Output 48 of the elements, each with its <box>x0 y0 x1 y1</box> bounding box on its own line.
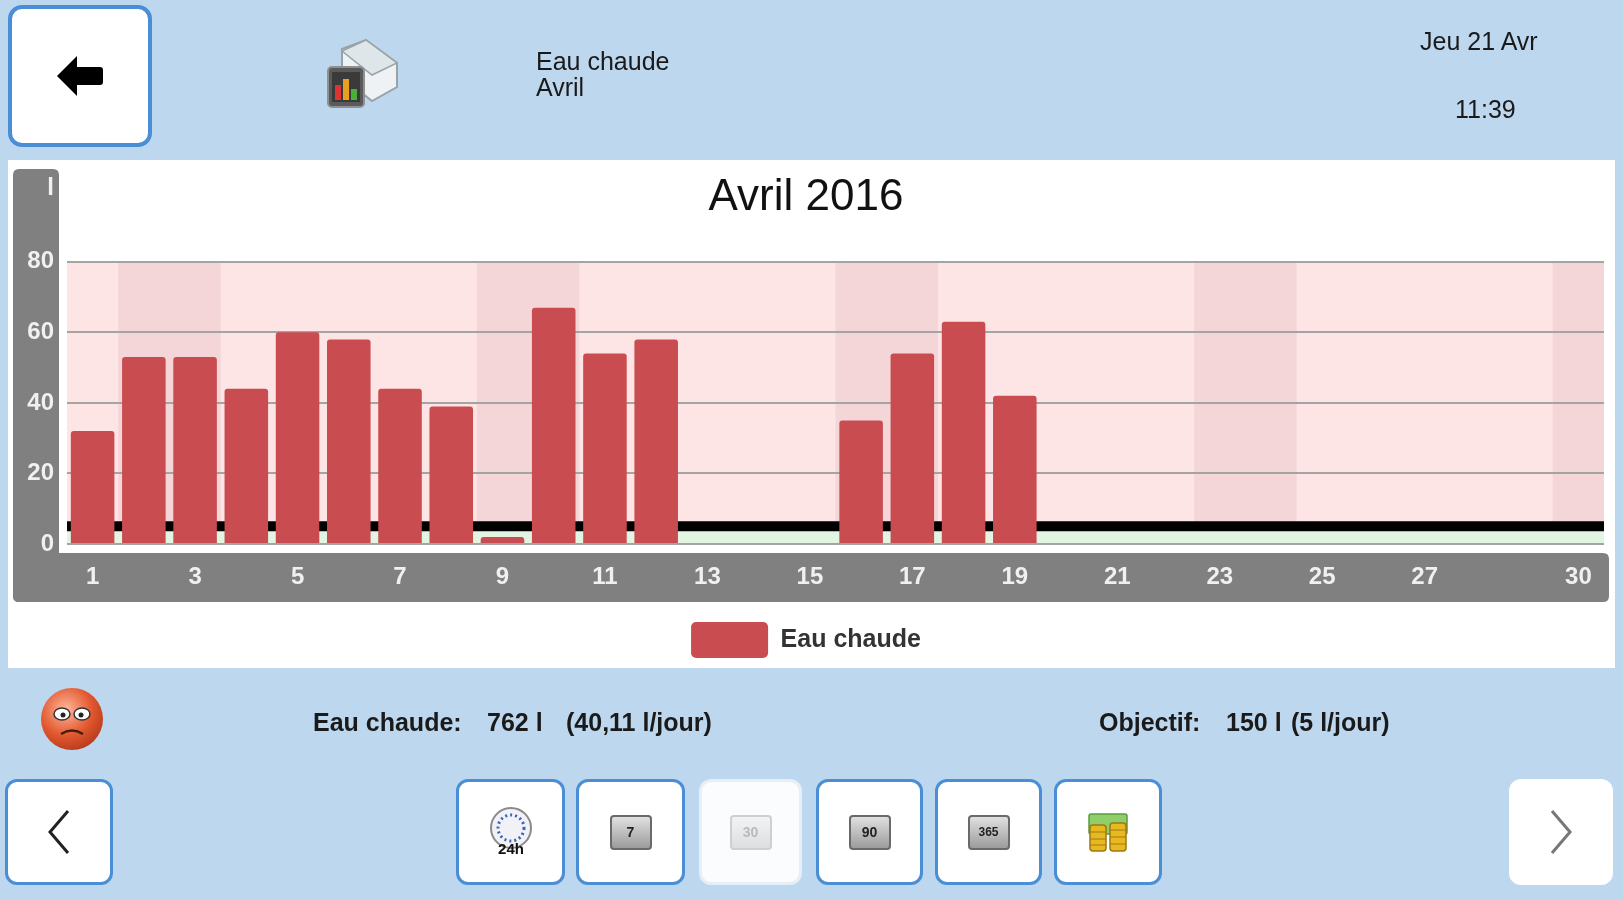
bar <box>378 388 422 543</box>
x-tick-label: 9 <box>495 562 510 590</box>
legend-label: Eau chaude <box>780 623 922 652</box>
text: (40,11 l/jour) <box>566 708 712 736</box>
x-tick-label: 1 <box>85 562 100 590</box>
x-tick-label: 17 <box>899 562 926 590</box>
bar <box>70 431 115 543</box>
y-tick-label: 20 <box>27 458 54 486</box>
x-tick-label: 27 <box>1411 562 1439 590</box>
bar <box>429 406 474 543</box>
bar <box>480 536 525 543</box>
text: (5 l/jour) <box>1291 708 1390 736</box>
text: Eau chaude <box>536 47 670 75</box>
x-tick-label: 5 <box>290 562 305 590</box>
x-tick-label: 13 <box>694 562 721 590</box>
text: Eau chaude: <box>313 708 462 736</box>
bar <box>327 339 371 543</box>
x-tick-label: 3 <box>188 562 202 590</box>
bar <box>993 395 1037 543</box>
x-tick-label: 25 <box>1308 562 1336 590</box>
bar <box>583 353 627 543</box>
x-tick-label: 7 <box>393 562 407 590</box>
y-tick-label: 0 <box>40 528 54 556</box>
text: 150 l <box>1226 708 1282 736</box>
tile-icon: 365 <box>967 814 1010 850</box>
bar <box>634 339 678 543</box>
bar <box>224 388 269 543</box>
y-tick-label: 80 <box>27 246 54 274</box>
bar <box>941 321 986 543</box>
text: Jeu 21 Avr <box>1420 27 1538 55</box>
y-tick-label: 60 <box>27 316 54 344</box>
x-tick-label: 19 <box>1001 562 1029 590</box>
tile-icon: 90 <box>848 814 891 850</box>
bar <box>275 332 320 543</box>
x-tick-label: 21 <box>1103 562 1131 590</box>
x-tick-label: 30 <box>1565 562 1592 590</box>
x-tick-label: 23 <box>1206 562 1234 590</box>
text: Avril <box>536 73 585 101</box>
y-axis-title: l <box>47 172 54 200</box>
text: 11:39 <box>1455 95 1516 123</box>
chart-title: Avril 2016 <box>708 169 904 219</box>
x-tick-label: 11 <box>592 562 618 590</box>
text: 762 l <box>487 708 543 736</box>
x-tick-label: 15 <box>796 562 824 590</box>
tile-icon: 7 <box>609 814 652 850</box>
y-tick-label: 40 <box>27 387 54 415</box>
text: Objectif: <box>1099 708 1201 736</box>
bar <box>839 420 883 543</box>
